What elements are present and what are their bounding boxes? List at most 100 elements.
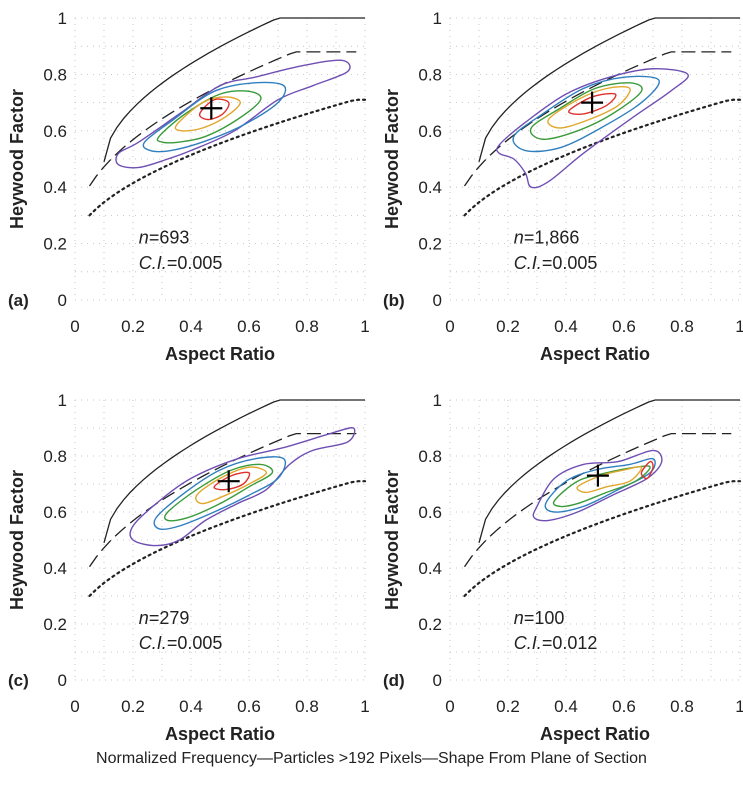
sample-size-symbol: n	[139, 608, 149, 628]
contour-3	[156, 90, 262, 144]
x-tick-label: 1	[735, 317, 743, 336]
confidence-interval-value: =0.005	[167, 253, 223, 273]
x-tick-label: 0.4	[179, 697, 203, 716]
y-tick-label: 0.8	[418, 447, 442, 466]
y-tick-label: 0.6	[43, 122, 67, 141]
y-tick-label: 0	[433, 291, 442, 310]
panel-2: 0 0.2 0.4 0.6 0.8 1 0 0.2 0.4 0.6 0.8 1 Aspect Ratio…	[382, 9, 743, 364]
panel-label: (c)	[8, 671, 29, 690]
x-tick-label: 1	[735, 697, 743, 716]
contour-4	[174, 96, 242, 132]
contour-5	[213, 471, 251, 491]
x-axis-title: Aspect Ratio	[165, 344, 275, 364]
contour-1	[129, 427, 356, 547]
sample-size-value: =693	[149, 228, 190, 248]
x-tick-label: 0.8	[670, 697, 694, 716]
confidence-interval-symbol: C.I.	[139, 253, 167, 273]
y-tick-label: 0.4	[418, 178, 442, 197]
x-tick-label: 1	[360, 697, 369, 716]
sample-size-symbol: n	[514, 608, 524, 628]
contour-4	[195, 466, 268, 505]
y-tick-label: 0.2	[43, 235, 67, 254]
x-tick-label: 0.6	[612, 697, 636, 716]
y-axis-title: Heywood Factor	[382, 89, 402, 229]
confidence-interval-text: C.I.=0.005	[139, 633, 223, 653]
reference-curve-lower	[88, 98, 367, 217]
y-tick-label: 0.4	[418, 559, 442, 578]
y-tick-label: 0.6	[43, 503, 67, 522]
confidence-interval-symbol: C.I.	[514, 253, 542, 273]
x-axis-title: Aspect Ratio	[165, 724, 275, 744]
y-tick-label: 1	[58, 391, 67, 410]
x-tick-label: 0.8	[295, 317, 319, 336]
contour-3	[529, 82, 643, 140]
panel-label: (d)	[383, 671, 405, 690]
x-tick-label: 0.6	[612, 317, 636, 336]
y-tick-label: 0.6	[418, 503, 442, 522]
contour-2	[512, 75, 660, 153]
x-tick-label: 0.2	[121, 317, 145, 336]
x-tick-label: 0.6	[237, 697, 261, 716]
y-tick-label: 0.6	[418, 122, 442, 141]
x-tick-label: 0.2	[496, 697, 520, 716]
y-tick-label: 0.2	[418, 235, 442, 254]
confidence-interval-value: =0.005	[542, 253, 598, 273]
x-tick-label: 0.4	[179, 317, 203, 336]
panel-label: (a)	[8, 291, 29, 310]
contour-2	[544, 457, 656, 513]
sample-size-value: =100	[524, 608, 565, 628]
sample-size-symbol: n	[514, 228, 524, 248]
contour-5	[568, 92, 617, 115]
contour-4	[576, 465, 643, 494]
confidence-interval-value: =0.012	[542, 633, 598, 653]
contour-4	[547, 86, 631, 129]
y-tick-label: 0.4	[43, 559, 67, 578]
reference-curve-lower	[463, 98, 742, 217]
x-tick-label: 0	[70, 697, 79, 716]
confidence-interval-text: C.I.=0.005	[514, 253, 598, 273]
reference-curve-upper	[478, 399, 740, 543]
x-tick-label: 0.8	[295, 697, 319, 716]
reference-curve-middle	[88, 432, 357, 568]
x-tick-label: 0.2	[121, 697, 145, 716]
confidence-interval-symbol: C.I.	[139, 633, 167, 653]
confidence-interval-value: =0.005	[167, 633, 223, 653]
reference-curve-middle	[463, 51, 732, 187]
contour-2	[153, 456, 287, 531]
y-axis-title: Heywood Factor	[7, 470, 27, 610]
y-tick-label: 0	[58, 291, 67, 310]
x-tick-label: 0	[445, 317, 454, 336]
contour-5	[640, 460, 654, 480]
y-tick-label: 0	[58, 671, 67, 690]
sample-size-text: n=279	[139, 608, 190, 628]
x-axis-title: Aspect Ratio	[540, 724, 650, 744]
figure-caption: Normalized Frequency—Particles >192 Pixe…	[96, 750, 647, 767]
x-tick-label: 0	[70, 317, 79, 336]
y-tick-label: 0.2	[418, 615, 442, 634]
contour-2	[142, 81, 287, 153]
y-tick-label: 1	[433, 391, 442, 410]
sample-size-value: =1,866	[524, 228, 580, 248]
y-tick-label: 0.2	[43, 615, 67, 634]
contour-5	[198, 98, 230, 121]
y-tick-label: 0.8	[418, 65, 442, 84]
y-axis-title: Heywood Factor	[7, 89, 27, 229]
y-axis-title: Heywood Factor	[382, 470, 402, 610]
y-tick-label: 0.8	[43, 447, 67, 466]
contour-1	[532, 449, 663, 522]
y-tick-label: 0.8	[43, 65, 67, 84]
sample-size-text: n=100	[514, 608, 565, 628]
x-tick-label: 0.4	[554, 697, 578, 716]
x-axis-title: Aspect Ratio	[540, 344, 650, 364]
confidence-interval-text: C.I.=0.012	[514, 633, 598, 653]
x-tick-label: 0.2	[496, 317, 520, 336]
reference-curve-lower	[88, 480, 367, 598]
y-tick-label: 0.4	[43, 178, 67, 197]
reference-curve-upper	[103, 399, 365, 543]
contour-1	[496, 68, 689, 189]
x-tick-label: 1	[360, 317, 369, 336]
contour-3	[164, 463, 274, 522]
confidence-interval-symbol: C.I.	[514, 633, 542, 653]
reference-curve-upper	[103, 17, 365, 162]
